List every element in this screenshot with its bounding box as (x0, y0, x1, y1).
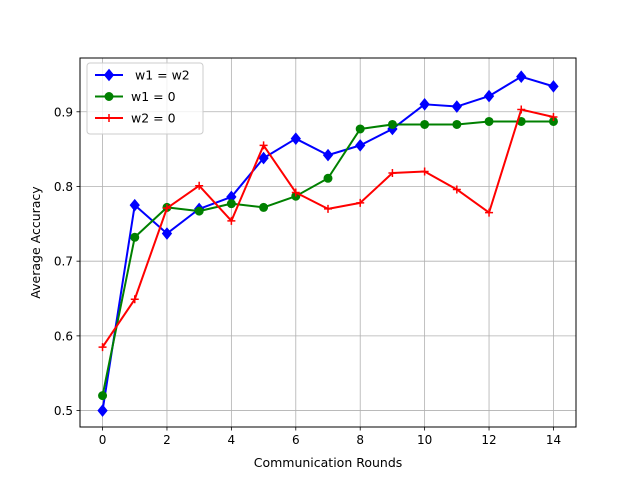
data-point (548, 80, 559, 93)
plot-frame (79, 57, 577, 428)
data-point (452, 185, 461, 194)
data-point (227, 216, 236, 225)
data-point (161, 227, 173, 240)
data-point (419, 98, 430, 111)
series-2 (98, 116, 558, 401)
series-line (101, 108, 554, 348)
data-point (324, 204, 332, 213)
x-tick-label: 4 (228, 433, 236, 447)
legend-label: w1 = 0 (131, 89, 176, 104)
legend-label: w2 = 0 (131, 111, 176, 126)
data-point (226, 199, 236, 209)
data-point (484, 116, 494, 126)
legend-box (86, 62, 204, 135)
legend-marker (105, 114, 113, 122)
data-point (420, 167, 429, 176)
data-point (356, 198, 365, 207)
data-point (355, 124, 365, 134)
series-layer (97, 70, 559, 417)
data-point (355, 139, 366, 152)
legend: w1 = w2 w1 = 0 w2 = 0 (86, 62, 204, 135)
y-tick-label: 0.5 (54, 404, 73, 418)
legend-item: w2 = 0 (95, 111, 176, 126)
data-point (291, 188, 300, 197)
legend-item: w1 = 0 (95, 89, 176, 104)
grid (80, 58, 576, 427)
data-point (259, 141, 268, 150)
x-tick-label: 0 (99, 433, 107, 447)
data-point (387, 119, 397, 129)
x-tick-label: 14 (546, 433, 561, 447)
data-point (451, 100, 462, 113)
data-point (259, 202, 269, 212)
data-point (194, 206, 204, 216)
data-point (98, 391, 108, 401)
data-point (130, 295, 139, 304)
data-point (549, 113, 558, 122)
legend-marker (103, 68, 115, 82)
legend-item: w1 = w2 (95, 68, 190, 83)
data-point (485, 208, 494, 217)
data-point (98, 343, 107, 352)
x-tick-label: 2 (163, 433, 171, 447)
legend-label: w1 = w2 (131, 68, 190, 83)
x-tick-label: 8 (356, 433, 364, 447)
data-point (452, 119, 462, 129)
data-point (97, 404, 108, 417)
x-axis-label: Communication Rounds (254, 455, 403, 470)
series-line (101, 120, 554, 396)
y-tick-label: 0.6 (54, 329, 73, 343)
x-tick-label: 12 (481, 433, 496, 447)
x-tick-label: 10 (417, 433, 432, 447)
data-point (162, 204, 171, 213)
y-axis-label: Average Accuracy (28, 186, 43, 299)
y-tick-label: 0.7 (54, 255, 73, 269)
data-point (322, 148, 334, 162)
data-point (323, 173, 333, 183)
data-point (516, 70, 527, 83)
x-tick-label: 6 (292, 433, 300, 447)
series-3 (98, 105, 558, 352)
data-point (258, 151, 269, 165)
legend-marker (104, 92, 114, 101)
y-tick-label: 0.9 (54, 105, 73, 119)
data-point (290, 132, 301, 145)
data-point (130, 232, 140, 242)
data-point (195, 181, 204, 190)
data-point (420, 119, 430, 129)
data-point (129, 198, 140, 212)
data-point (483, 89, 495, 103)
data-point (517, 105, 526, 114)
axis-ticks: 0 2 4 6 8 10 12 14 0.5 0.6 0.7 0.8 0.9 (54, 105, 561, 447)
y-tick-label: 0.8 (54, 180, 73, 194)
data-point (388, 169, 397, 178)
